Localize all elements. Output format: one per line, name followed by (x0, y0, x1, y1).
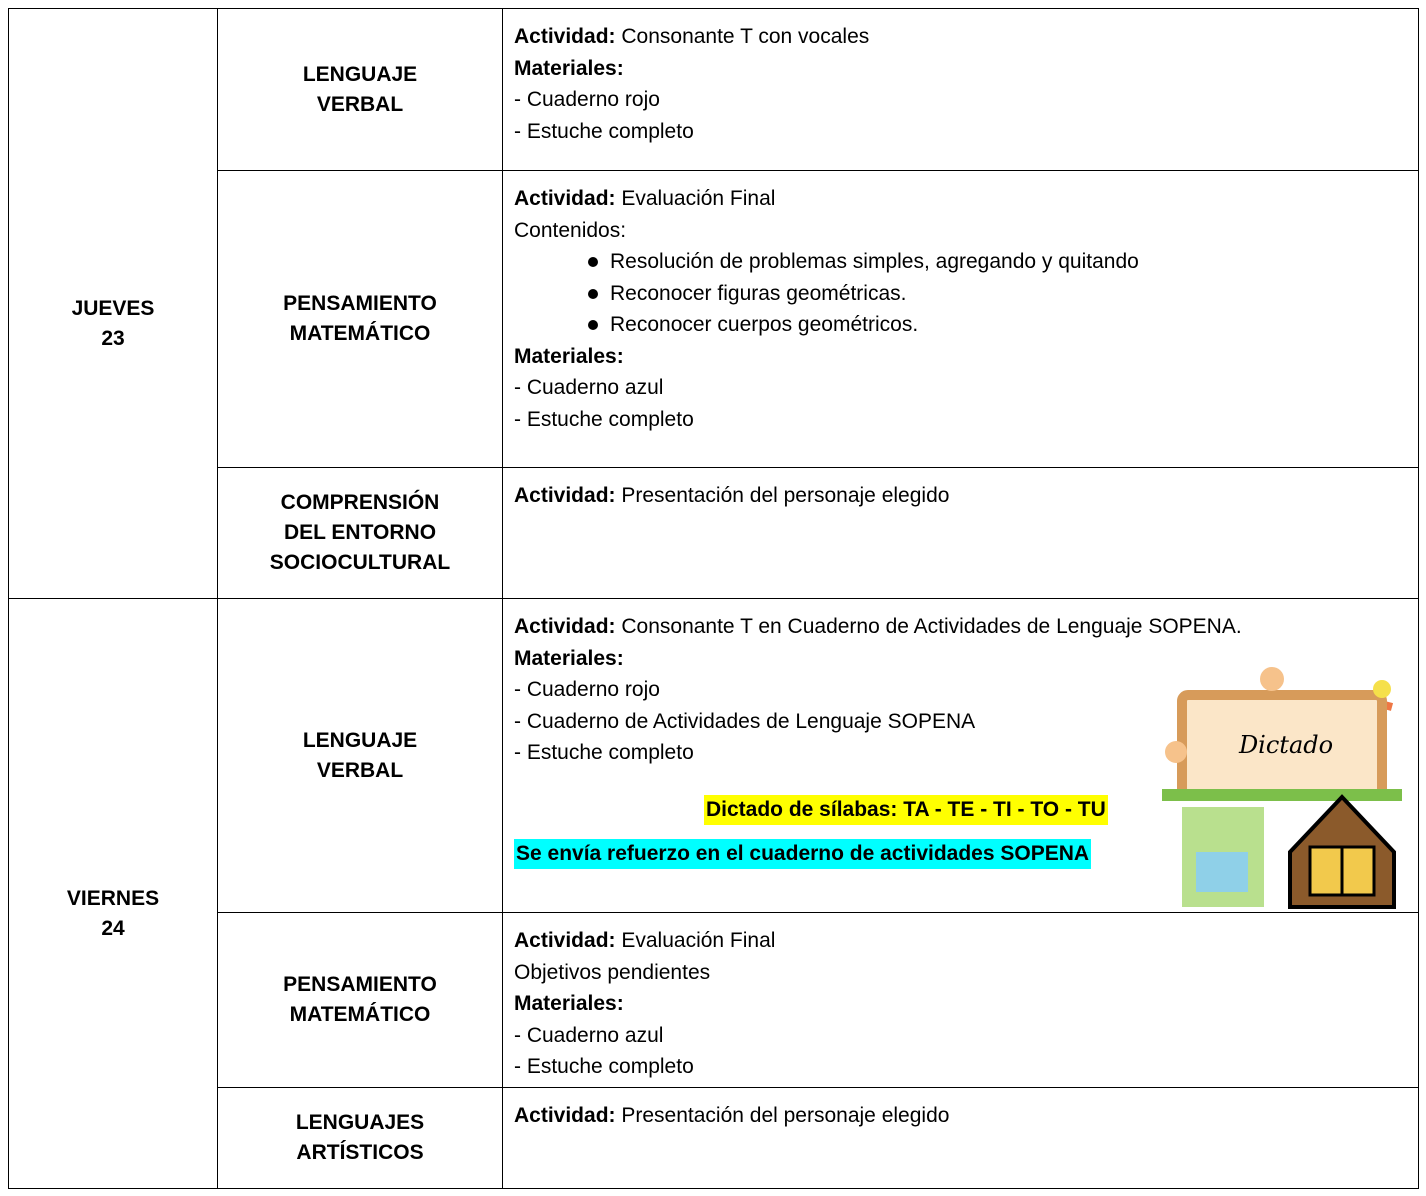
subject-line: ARTÍSTICOS (296, 1141, 424, 1164)
table-body: JUEVES 23 LENGUAJE VERBAL Actividad: Consona… (8, 8, 1419, 1189)
content-cell: Actividad: Presentación del personaje el… (502, 1087, 1419, 1189)
activity-text: Presentación del personaje elegido (621, 484, 950, 507)
activity-label: Actividad: (514, 1104, 616, 1127)
materials-item: - Estuche completo (514, 119, 694, 143)
row: PENSAMIENTO MATEMÁTICO Actividad: Evaluaci… (9, 912, 1419, 1088)
subject-line: LENGUAJES (295, 1111, 425, 1134)
materials-label: Materiales: (514, 992, 624, 1015)
activity-label: Actividad: (514, 187, 616, 210)
highlight-note: Dictado de sílabas: TA - TE - TI - TO - … (704, 794, 1108, 825)
highlight-note: Se envía refuerzo en el cuaderno de acti… (514, 839, 1092, 869)
contents-item: Reconocer figuras geométricas. (588, 278, 1408, 310)
subject-line: PENSAMIENTO (283, 292, 437, 315)
activity: Actividad: Consonante T en Cuaderno de A… (514, 611, 1408, 643)
kid (1165, 741, 1187, 763)
subject-line: LENGUAJE (302, 62, 418, 86)
activity-label: Actividad: (514, 25, 616, 48)
illustrations: Dictado (1162, 667, 1402, 909)
row: JUEVES 23 LENGUAJE VERBAL Actividad: Consona… (8, 8, 1419, 599)
activity: Actividad: Evaluación Final (514, 183, 1408, 215)
day-date: 24 (101, 916, 125, 940)
row: COMPRENSIÓN DEL ENTORNO SOCIOCULTURAL Activ… (9, 467, 1419, 599)
dictado-image: Dictado (1162, 667, 1402, 801)
activity-text: Consonante T en Cuaderno de Actividades … (621, 615, 1242, 638)
materials-label: Materiales: (514, 56, 624, 80)
row: LENGUAJES ARTÍSTICOS Actividad: Presentaci… (9, 1087, 1419, 1189)
note-wrap: Se envía refuerzo en el cuaderno de acti… (514, 825, 1408, 870)
day-cell: JUEVES 23 (8, 8, 218, 599)
activity-text: Evaluación Final (621, 929, 776, 952)
activity: Actividad: Consonante T con vocales (514, 21, 1408, 53)
materials-label: Materiales: (514, 344, 624, 368)
materials-item: - Cuaderno rojo (514, 678, 660, 701)
activity: Actividad: Evaluación Final (514, 925, 1408, 957)
book-image (1182, 807, 1264, 907)
content-cell: Actividad: Consonante T en Cuaderno de A… (502, 598, 1419, 913)
subject-cell: PENSAMIENTO MATEMÁTICO (217, 170, 503, 468)
materials: Materiales: (514, 643, 1408, 675)
materials-label: Materiales: (514, 646, 624, 670)
content-cell: Actividad: Presentación del personaje el… (502, 467, 1419, 599)
subject-line: MATEMÁTICO (289, 322, 431, 345)
day-cell: VIERNES 24 (8, 598, 218, 1189)
materials: Materiales: (514, 988, 1408, 1020)
contents-item: Reconocer cuerpos geométricos. (588, 309, 1408, 341)
activity-text: Presentación del personaje elegido (621, 1104, 950, 1127)
activity-text: Consonante T con vocales (621, 25, 870, 48)
activity-text: Evaluación Final (621, 187, 776, 210)
subject-cell: LENGUAJE VERBAL (217, 8, 503, 171)
content-cell: Actividad: Evaluación Final Objetivos pen… (502, 912, 1419, 1088)
contents-list: Resolución de problemas simples, agregan… (514, 246, 1408, 341)
book-picture (1196, 852, 1248, 892)
subject-line: SOCIOCULTURAL (269, 551, 451, 574)
subject-cell: LENGUAJES ARTÍSTICOS (217, 1087, 503, 1189)
materials-item: - Cuaderno azul (514, 1023, 664, 1047)
kid (1260, 667, 1284, 691)
day-name: VIERNES (66, 886, 160, 910)
subject-line: DEL ENTORNO (283, 521, 437, 544)
subject-line: PENSAMIENTO (283, 973, 437, 996)
content-cell: Actividad: Consonante T con vocales Mater… (502, 8, 1419, 171)
activity: Actividad: Presentación del personaje el… (514, 480, 1408, 512)
image-label: Dictado (1238, 731, 1333, 759)
schedule-table: JUEVES 23 LENGUAJE VERBAL Actividad: Consona… (8, 8, 1419, 1189)
row: VIERNES 24 LENGUAJE VERBAL Actividad: Conson… (8, 598, 1419, 1189)
activity-label: Actividad: (514, 615, 616, 638)
subject-line: COMPRENSIÓN (280, 491, 440, 514)
subject-cell: COMPRENSIÓN DEL ENTORNO SOCIOCULTURAL (217, 467, 503, 599)
materials-item: - Estuche completo (514, 1055, 694, 1078)
materials-item: - Estuche completo (514, 407, 694, 431)
materials-item: - Estuche completo (514, 741, 694, 764)
contents-label: Contenidos: (514, 218, 627, 242)
subject-line: MATEMÁTICO (289, 1003, 431, 1026)
materials-item: - Cuaderno azul (514, 376, 664, 399)
day-name: JUEVES (71, 296, 155, 320)
content-cell: Actividad: Evaluación Final Contenidos: Re… (502, 170, 1419, 468)
materials: Materiales: (514, 341, 1408, 373)
subject-line: VERBAL (316, 758, 404, 782)
activity-label: Actividad: (514, 484, 616, 507)
row: PENSAMIENTO MATEMÁTICO Actividad: Evaluaci… (9, 170, 1419, 468)
balloon (1373, 680, 1391, 698)
subject-cell: PENSAMIENTO MATEMÁTICO (217, 912, 503, 1088)
day-date: 23 (101, 326, 125, 350)
materials-item: - Cuaderno rojo (514, 88, 660, 111)
subject-line: LENGUAJE (302, 728, 418, 752)
note-wrap: Dictado de sílabas: TA - TE - TI - TO - … (514, 769, 1408, 826)
materials: Materiales: (514, 53, 1408, 85)
homework-icon (1288, 794, 1396, 909)
contents-item: Resolución de problemas simples, agregan… (588, 246, 1408, 278)
subject-line: VERBAL (316, 92, 404, 116)
objectives: Objetivos pendientes (514, 960, 711, 984)
materials-item: - Cuaderno de Actividades de Lenguaje SO… (514, 709, 976, 733)
activity: Actividad: Presentación del personaje el… (514, 1100, 1408, 1132)
activity-label: Actividad: (514, 929, 616, 952)
grass (1162, 789, 1402, 801)
subject-cell: LENGUAJE VERBAL (217, 598, 503, 913)
